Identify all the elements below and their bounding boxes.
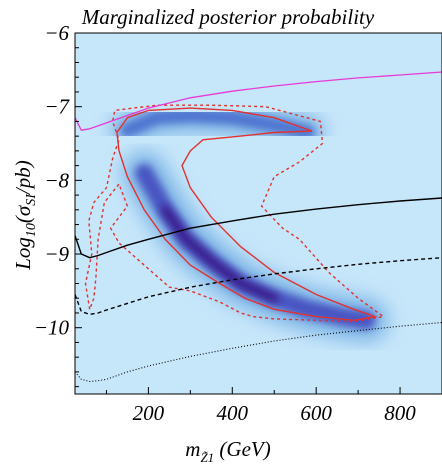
density-layer <box>110 98 389 343</box>
limit-curves <box>75 71 442 383</box>
x-tick-label: 600 <box>300 401 332 425</box>
curve-black-solid <box>75 197 442 259</box>
y-tick-label: −7 <box>44 95 70 119</box>
y-tick-label: −9 <box>44 242 69 266</box>
x-tick-label: 400 <box>217 401 249 425</box>
x-axis-label: mZ̃1 (GeV) <box>185 437 270 465</box>
density-peak <box>160 205 279 303</box>
curve-black-dashed <box>75 257 442 316</box>
y-axis: −6 −7 −8 −9 −10 <box>34 21 82 388</box>
plot-area <box>74 32 442 395</box>
density-core-ridge <box>120 108 315 140</box>
x-axis: 200 400 600 800 <box>105 387 442 425</box>
svg-text:Log10(σSI/pb): Log10(σSI/pb) <box>11 160 39 271</box>
curve-black-dotted <box>75 321 442 383</box>
svg-text:mZ̃1 (GeV): mZ̃1 (GeV) <box>185 437 270 465</box>
contour-layer <box>84 104 386 323</box>
plot-background <box>75 33 442 394</box>
y-tick-label: −8 <box>44 168 69 192</box>
curve-magenta-solid <box>75 71 442 131</box>
y-axis-label: Log10(σSI/pb) <box>11 160 39 271</box>
x-tick-label: 200 <box>133 401 165 425</box>
chart-title: Marginalized posterior probability <box>81 5 375 29</box>
plot-frame <box>74 32 442 395</box>
x-tick-label: 800 <box>384 401 416 425</box>
contour-68 <box>116 107 378 322</box>
y-tick-label: −6 <box>44 21 69 45</box>
y-tick-label: −10 <box>34 316 70 340</box>
